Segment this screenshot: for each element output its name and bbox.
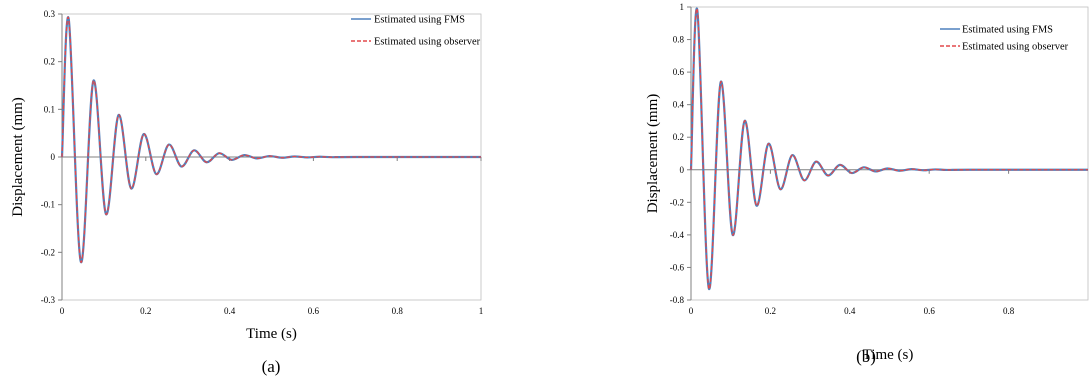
y-tick-label: 0.1 [44,104,55,114]
y-tick-label: 0.4 [673,100,685,110]
legend-entry: Estimated using FMS [374,15,465,26]
x-tick-label: 0.6 [924,306,936,316]
x-axis-title: Time (s) [246,326,297,342]
y-tick-label: -0.3 [41,295,56,305]
y-axis-title: Displacement (mm) [10,97,26,217]
x-tick-label: 1 [479,306,484,316]
x-tick-label: 0 [689,306,694,316]
y-tick-label: 0.3 [44,9,56,19]
series-line-observer [690,7,1089,290]
x-tick-label: 0.4 [844,306,856,316]
x-tick-label: 0.2 [140,306,151,316]
series-line-fms [60,16,482,264]
chart-panel-a: 0.3 0.2 0.1 0 -0.1 -0.2 -0.3 0 0.2 0.4 0.6 0.8 1 Esti… [10,9,483,376]
y-tick-label: 0 [680,165,685,175]
x-tick-label: 0.4 [224,306,236,316]
x-axis-title: Time (s) [863,347,914,363]
y-tick-label: 0.2 [44,57,55,67]
y-tick-label: -0.2 [670,197,684,207]
y-tick-label: 0 [51,152,56,162]
y-tick-label: 0.2 [673,132,684,142]
x-tick-label: 0.6 [308,306,320,316]
panel-caption: (a) [262,357,281,376]
y-tick-label: 1 [680,2,685,12]
x-tick-label: 0.8 [392,306,404,316]
legend-entry: Estimated using observer [962,42,1069,53]
y-axis-title: Displacement (mm) [645,94,661,214]
y-tick-label: -0.2 [41,247,55,257]
x-tick-label: 0.8 [1003,306,1015,316]
x-tick-label: 0 [60,306,65,316]
panel-caption: (b) [856,347,876,366]
y-tick-label: -0.6 [670,262,685,272]
y-tick-label: 0.6 [673,67,685,77]
legend-entry: Estimated using FMS [962,25,1053,36]
x-tick-label: 0.2 [765,306,776,316]
y-tick-label: 0.8 [673,35,685,45]
series-line-observer [61,16,482,263]
legend-entry: Estimated using observer [374,37,481,48]
y-tick-label: -0.4 [670,230,685,240]
y-tick-label: -0.1 [41,200,55,210]
y-tick-label: -0.8 [670,295,685,305]
chart-panel-b: 1 0.8 0.6 0.4 0.2 0 -0.2 -0.4 -0.6 -0.8 0 0.2 0.4 0.6… [645,2,1089,366]
